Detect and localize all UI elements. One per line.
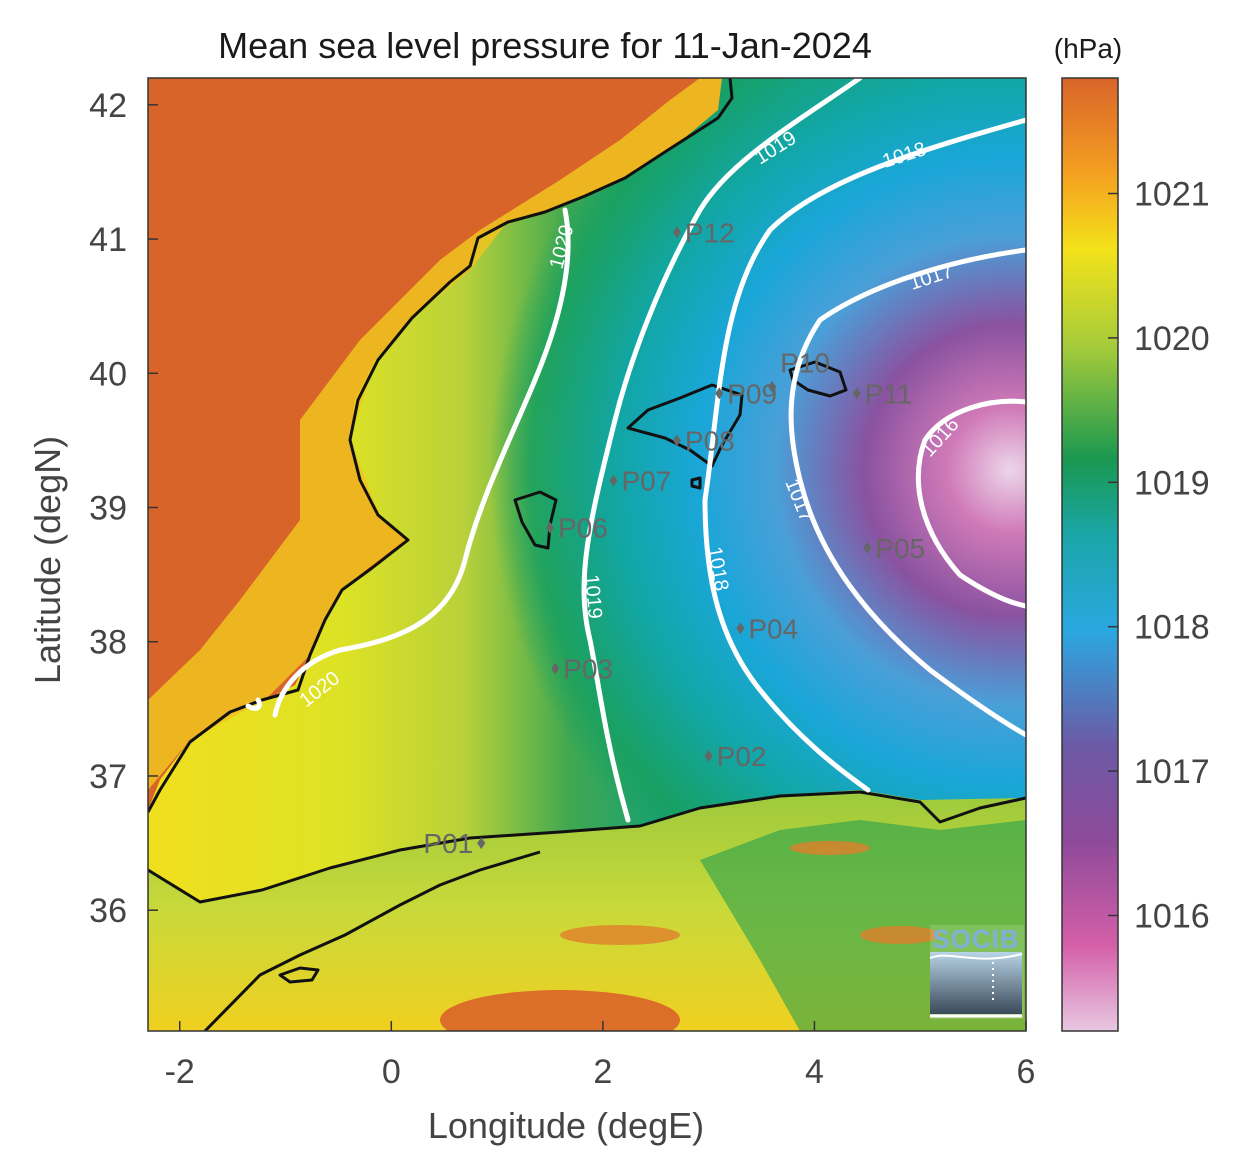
y-tick-label: 41	[89, 221, 127, 259]
chart-title: Mean sea level pressure for 11-Jan-2024	[218, 25, 872, 66]
africa-high-terrain	[440, 990, 680, 1031]
y-tick-label: 36	[89, 892, 127, 930]
station-marker[interactable]	[672, 434, 681, 447]
iberia-coastal-band	[148, 78, 722, 790]
x-tick-label: 6	[1017, 1053, 1036, 1091]
colorbar: 1021 1020 1019 1018 1017 1016	[1061, 77, 1210, 1032]
station-marker[interactable]	[852, 387, 861, 400]
colorbar-tick-label: 1016	[1134, 897, 1210, 935]
y-tick-label: 37	[89, 758, 127, 796]
x-tick-label: -2	[165, 1053, 195, 1091]
colorbar-tick-label: 1019	[1134, 464, 1210, 502]
station-label: P02	[717, 741, 767, 772]
africa-ridge-1	[560, 925, 680, 945]
socib-logo: SOCIB	[929, 924, 1024, 1019]
cabrera-coast	[690, 476, 702, 490]
map-panel[interactable]: 1020 1020 1019 1019 1018 1018 1017 1017 …	[148, 78, 1026, 1050]
station-label: P12	[685, 217, 735, 248]
y-axis: 42 41 40 39 38 37 36	[89, 87, 158, 930]
y-tick-label: 40	[89, 355, 127, 393]
y-tick-label: 38	[89, 624, 127, 662]
ibiza-coast	[513, 490, 558, 550]
station-marker[interactable]	[477, 837, 486, 850]
isobar-1016	[915, 398, 1026, 609]
africa-ridge-3	[790, 841, 870, 855]
station-marker[interactable]	[768, 380, 777, 393]
station-marker[interactable]	[545, 521, 554, 534]
isobar-1020-south	[245, 697, 262, 711]
svg-text:SOCIB: SOCIB	[932, 924, 1019, 954]
y-tick-label: 39	[89, 490, 127, 528]
station-label: P03	[563, 654, 613, 685]
isobar-1017	[788, 247, 1026, 738]
station-label: P06	[558, 513, 608, 544]
station-label: P08	[685, 425, 735, 456]
station-marker[interactable]	[609, 474, 618, 487]
colorbar-gradient	[1061, 77, 1119, 1032]
africa-ridge-2	[860, 926, 940, 944]
isobar-1020-north	[272, 207, 571, 718]
y-tick-label: 42	[89, 87, 127, 125]
colorbar-tick-label: 1020	[1134, 320, 1210, 358]
station-label: P04	[748, 613, 798, 644]
x-tick-label: 4	[805, 1053, 824, 1091]
station-label: P10	[780, 348, 830, 379]
x-tick-label: 0	[382, 1053, 401, 1091]
isobar-1018	[702, 117, 1026, 793]
mallorca-coast	[626, 383, 744, 468]
station-label: P07	[621, 466, 671, 497]
colorbar-ticks: 1021 1020 1019 1018 1017 1016	[1108, 176, 1210, 935]
x-axis-label: Longitude (degE)	[428, 1105, 704, 1146]
isobar-label: 1019	[580, 574, 606, 620]
x-tick-label: 2	[593, 1053, 612, 1091]
colorbar-unit: (hPa)	[1054, 33, 1122, 64]
station-marker[interactable]	[672, 226, 681, 239]
map-frame	[147, 77, 1027, 1032]
isobars	[245, 78, 1026, 823]
station-marker[interactable]	[551, 662, 560, 675]
colorbar-tick-label: 1017	[1134, 753, 1210, 791]
station-marker[interactable]	[715, 387, 724, 400]
isobar-1019	[581, 78, 863, 823]
y-axis-label: Latitude (degN)	[27, 436, 68, 684]
station-label: P05	[875, 533, 925, 564]
station-marker[interactable]	[736, 622, 745, 635]
station-marker[interactable]	[863, 541, 872, 554]
station-label: P09	[727, 378, 777, 409]
station-label: P01	[423, 828, 473, 859]
station-marker[interactable]	[704, 749, 713, 762]
colorbar-tick-label: 1018	[1134, 609, 1210, 647]
station-label: P11	[865, 378, 913, 409]
x-axis: -2 0 2 4 6	[165, 1021, 1036, 1091]
colorbar-tick-label: 1021	[1134, 176, 1210, 214]
